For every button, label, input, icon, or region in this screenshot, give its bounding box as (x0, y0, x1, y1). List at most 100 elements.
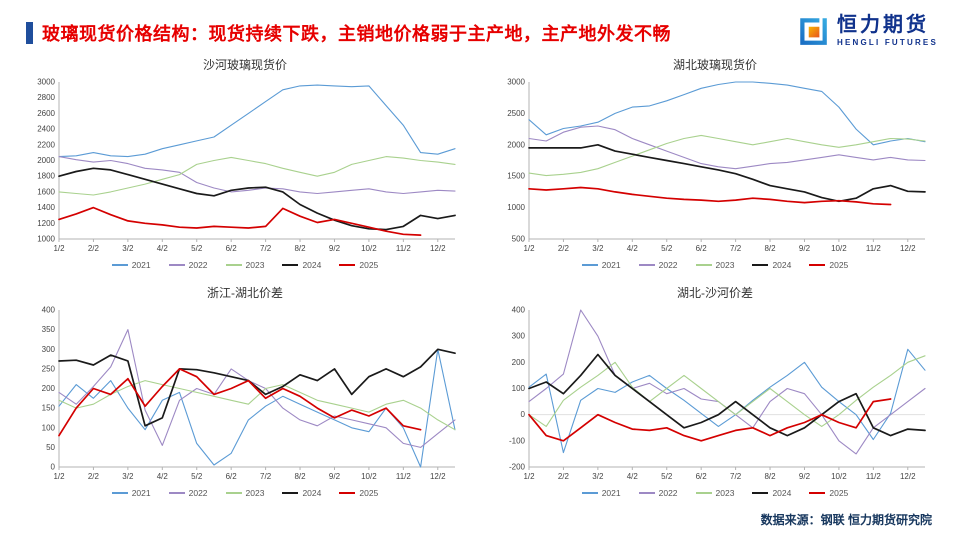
legend-swatch (339, 492, 356, 494)
svg-text:4/2: 4/2 (627, 244, 639, 253)
svg-text:2000: 2000 (507, 140, 525, 149)
legend-label: 2023 (715, 260, 735, 270)
svg-text:1/2: 1/2 (53, 472, 65, 481)
svg-text:12/2: 12/2 (430, 472, 446, 481)
header: 玻璃现货价格结构：现货持续下跌，主销地价格弱于主产地，主产地外发不畅 (0, 0, 960, 48)
chart-title: 浙江-湖北价差 (207, 286, 283, 300)
legend-swatch (282, 264, 299, 266)
svg-text:2/2: 2/2 (558, 244, 570, 253)
chart-shahe-spot-price: 沙河玻璃现货价 1000 1200 1400 1600 1800 2000 2200 2400… (14, 52, 476, 270)
svg-text:300: 300 (42, 345, 56, 354)
svg-text:300: 300 (512, 332, 526, 341)
svg-text:10/2: 10/2 (361, 472, 377, 481)
chart-hubei-shahe-spread: 湖北-沙河价差 -200 -100 0 100 200 300 400 1/2 2/2 3/2 4/… (484, 280, 946, 498)
legend-label: 2025 (829, 488, 849, 498)
svg-text:9/2: 9/2 (799, 244, 811, 253)
logo-name: 恒力期货 (836, 14, 929, 36)
legend-swatch (695, 492, 712, 494)
svg-text:3000: 3000 (37, 78, 55, 87)
legend-item-2023: 2023 (225, 488, 265, 498)
svg-text:1400: 1400 (37, 203, 55, 212)
chart-canvas: -200 -100 0 100 200 300 400 1/2 2/2 3/2 4/2 5/2 6/2 7… (509, 306, 926, 481)
svg-text:8/2: 8/2 (294, 472, 306, 481)
svg-text:200: 200 (512, 358, 526, 367)
legend-swatch (638, 492, 655, 494)
chart-legend: 2021 2022 2023 2024 2025 (111, 260, 379, 270)
svg-text:5/2: 5/2 (661, 472, 673, 481)
svg-text:7/2: 7/2 (260, 472, 272, 481)
legend-swatch (339, 264, 356, 266)
legend-item-2023: 2023 (225, 260, 264, 270)
svg-text:1000: 1000 (37, 235, 55, 244)
legend-item-2022: 2022 (638, 260, 678, 270)
svg-text:3/2: 3/2 (592, 472, 604, 481)
svg-text:3000: 3000 (507, 78, 525, 87)
svg-text:5/2: 5/2 (191, 244, 203, 253)
svg-text:1000: 1000 (507, 203, 525, 212)
svg-text:7/2: 7/2 (260, 244, 272, 253)
svg-text:0: 0 (51, 463, 56, 472)
svg-text:3/2: 3/2 (122, 244, 134, 253)
legend-swatch (111, 264, 128, 266)
legend-item-2023: 2023 (695, 488, 734, 498)
legend-item-2022: 2022 (168, 488, 208, 498)
legend-label: 2021 (601, 260, 621, 270)
svg-text:12/2: 12/2 (430, 244, 446, 253)
chart-legend: 2021 2022 2023 2024 2025 (111, 488, 378, 498)
svg-text:10/2: 10/2 (361, 244, 377, 253)
svg-text:5/2: 5/2 (661, 244, 673, 253)
svg-text:5/2: 5/2 (191, 472, 203, 481)
legend-label: 2025 (359, 260, 379, 270)
svg-text:0: 0 (521, 410, 526, 419)
legend-item-2024: 2024 (282, 260, 321, 270)
svg-text:6/2: 6/2 (696, 244, 708, 253)
legend-item-2024: 2024 (282, 488, 321, 498)
svg-text:3/2: 3/2 (122, 472, 134, 481)
chart-title: 湖北玻璃现货价 (672, 58, 757, 72)
svg-text:12/2: 12/2 (900, 472, 916, 481)
legend-label: 2022 (188, 488, 208, 498)
svg-text:10/2: 10/2 (831, 244, 847, 253)
chart-legend: 2021 2022 2023 2024 2025 (581, 260, 848, 270)
legend-swatch (282, 492, 299, 494)
svg-text:1600: 1600 (37, 187, 55, 196)
chart-legend: 2021 2022 2023 2024 2025 (581, 488, 848, 498)
legend-swatch (225, 492, 242, 494)
company-logo: 恒力期货 HENGLI FUTURES (796, 14, 938, 48)
legend-item-2022: 2022 (168, 260, 208, 270)
svg-text:350: 350 (42, 325, 56, 334)
legend-swatch (638, 264, 655, 266)
chart-canvas: 500 1000 1500 2000 2500 3000 1/2 2/2 3/2 4/2 5/2 6/… (507, 78, 926, 253)
svg-text:9/2: 9/2 (329, 472, 341, 481)
svg-text:11/2: 11/2 (866, 472, 882, 481)
legend-label: 2021 (131, 260, 151, 270)
legend-swatch (581, 264, 598, 266)
legend-swatch (111, 492, 128, 494)
chart-title: 沙河玻璃现货价 (202, 58, 287, 72)
legend-item-2025: 2025 (809, 488, 848, 498)
legend-item-2025: 2025 (809, 260, 848, 270)
legend-label: 2023 (245, 488, 265, 498)
legend-item-2022: 2022 (638, 488, 678, 498)
chart-zhejiang-hubei-spread: 浙江-湖北价差 0 50 100 150 200 250 300 350 400 1/2 2/2 3/… (14, 280, 476, 498)
legend-item-2021: 2021 (581, 488, 621, 498)
svg-text:11/2: 11/2 (866, 244, 882, 253)
legend-swatch (168, 264, 185, 266)
svg-text:-100: -100 (509, 436, 526, 445)
logo-subtitle: HENGLI FUTURES (836, 38, 938, 47)
svg-text:2/2: 2/2 (88, 244, 100, 253)
charts-grid: 沙河玻璃现货价 1000 1200 1400 1600 1800 2000 2200 2400… (0, 48, 960, 498)
svg-text:7/2: 7/2 (730, 244, 742, 253)
legend-label: 2021 (601, 488, 621, 498)
svg-text:1/2: 1/2 (523, 472, 535, 481)
legend-label: 2022 (188, 260, 208, 270)
svg-text:4/2: 4/2 (157, 244, 169, 253)
svg-text:2800: 2800 (37, 93, 55, 102)
legend-label: 2022 (658, 260, 678, 270)
title-block: 玻璃现货价格结构：现货持续下跌，主销地价格弱于主产地，主产地外发不畅 (26, 20, 671, 46)
svg-text:200: 200 (42, 384, 56, 393)
svg-text:2/2: 2/2 (558, 472, 570, 481)
legend-label: 2024 (772, 260, 792, 270)
svg-text:2200: 2200 (37, 140, 55, 149)
